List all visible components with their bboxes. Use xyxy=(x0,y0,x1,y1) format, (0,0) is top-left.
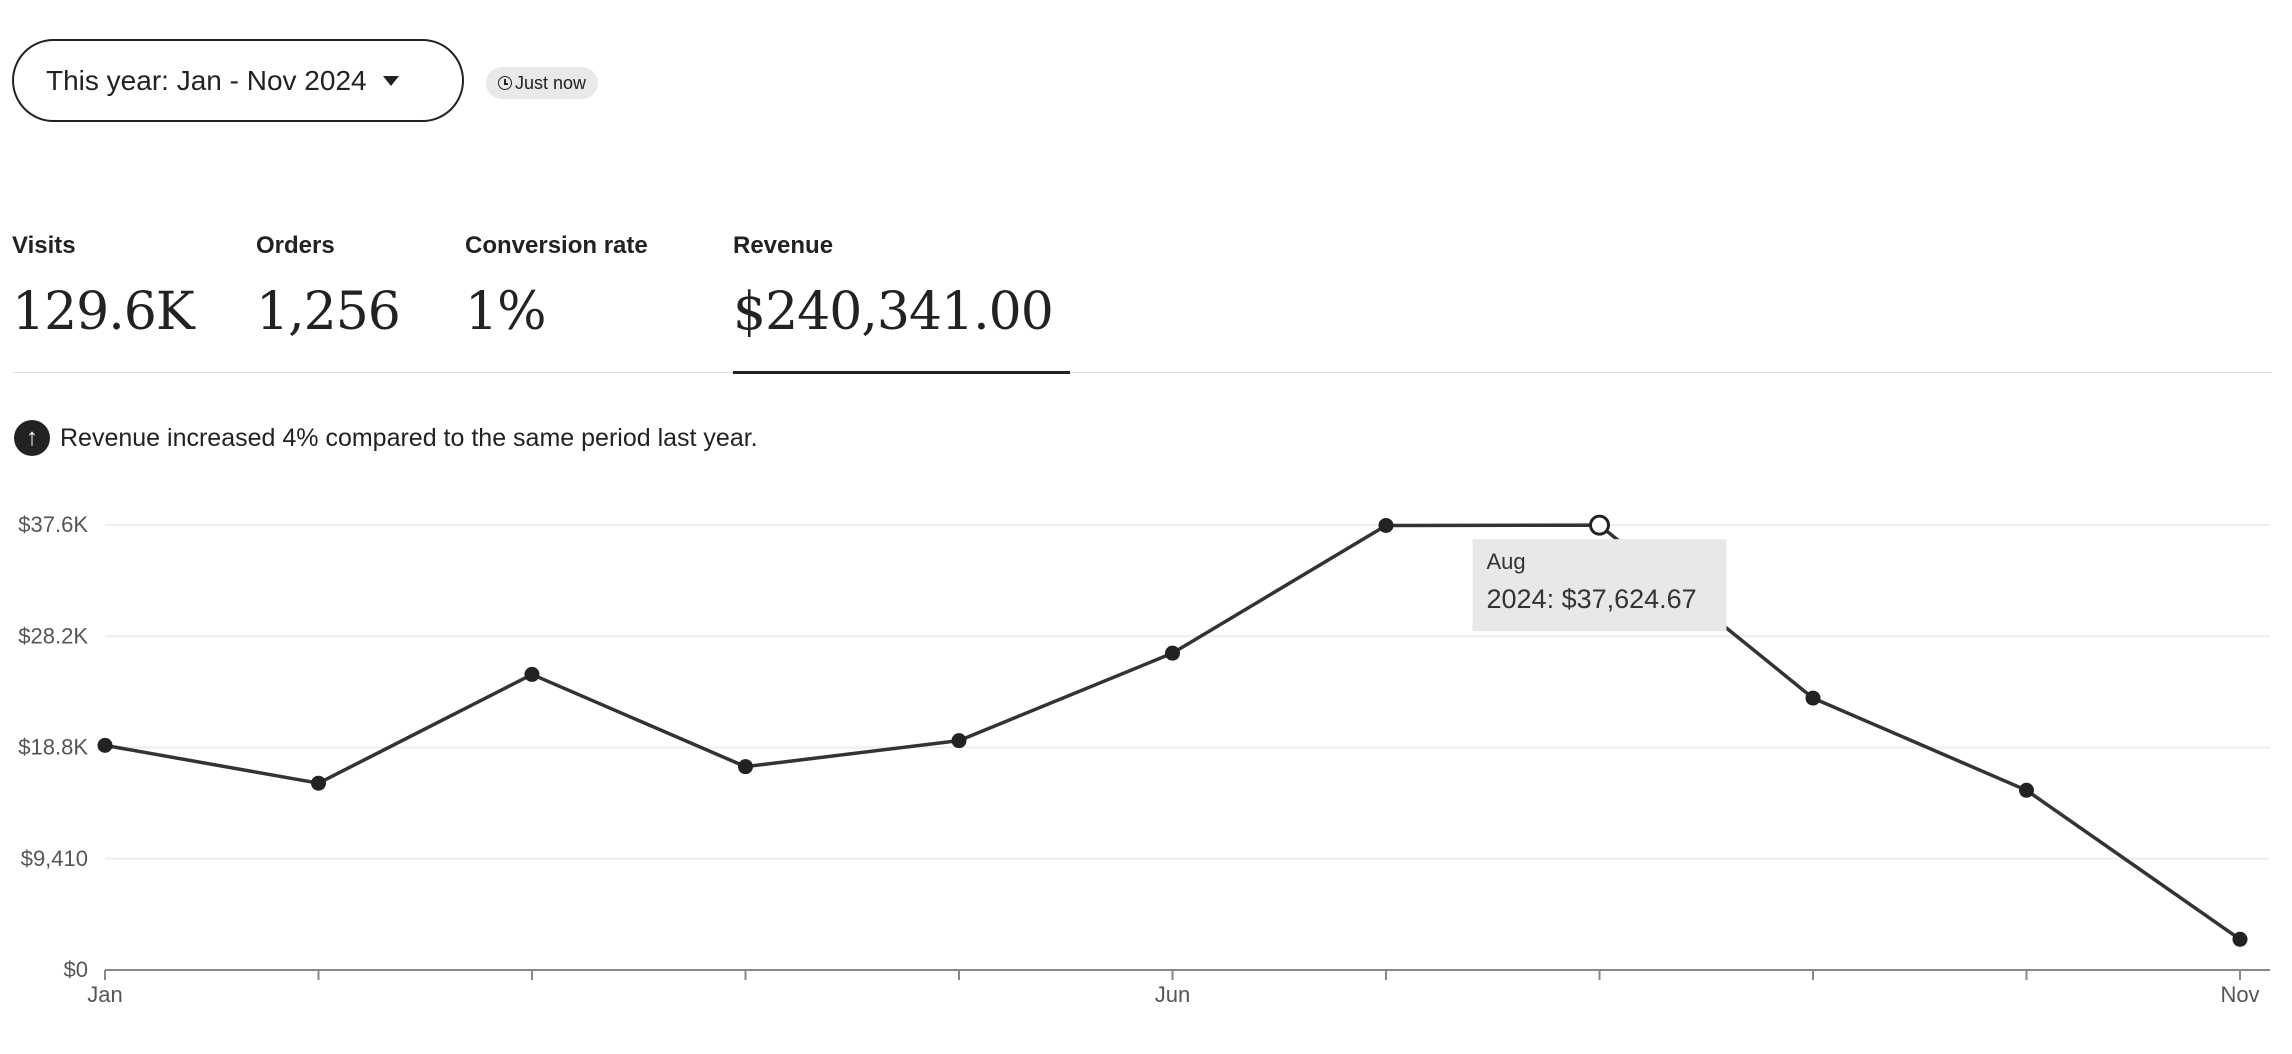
metric-value: 1,256 xyxy=(256,282,401,342)
date-range-label: This year: Jan - Nov 2024 xyxy=(46,64,367,96)
last-updated-label: Just now xyxy=(515,72,587,93)
data-point[interactable] xyxy=(1805,690,1821,706)
x-tick-label: Jun xyxy=(1155,982,1190,1007)
tooltip-title: Aug xyxy=(1487,549,1526,574)
metric-label: Revenue xyxy=(733,232,834,259)
data-point[interactable] xyxy=(2232,931,2248,947)
y-tick-label: $18.8K xyxy=(18,735,88,760)
metric-tab-visits[interactable]: Visits 129.6K xyxy=(12,232,195,342)
data-point[interactable] xyxy=(951,733,967,749)
last-updated-badge: Just now xyxy=(486,67,599,99)
tooltip-value: 2024: $37,624.67 xyxy=(1487,584,1697,614)
tooltip-box xyxy=(1472,539,1727,632)
metric-value: 129.6K xyxy=(12,282,195,342)
y-tick-label: $28.2K xyxy=(18,623,88,648)
data-point[interactable] xyxy=(1378,517,1394,533)
metric-tab-orders[interactable]: Orders 1,256 xyxy=(256,232,401,342)
metric-tab-conversion-rate[interactable]: Conversion rate 1% xyxy=(465,232,648,342)
selected-tab-indicator xyxy=(733,371,1070,374)
revenue-line-chart[interactable]: $0 $9,410 $18.8K $28.2K $37.6K Jan Jun Nov Aug 20… xyxy=(0,480,2292,1040)
x-tick-label: Nov xyxy=(2220,982,2259,1007)
metric-value: 1% xyxy=(465,282,546,342)
data-point[interactable] xyxy=(311,775,326,791)
metric-label: Orders xyxy=(256,232,335,259)
y-tick-label: $0 xyxy=(64,957,88,982)
metric-tabs-divider xyxy=(12,372,2272,373)
x-tick-label: Jan xyxy=(87,982,122,1007)
date-range-dropdown[interactable]: This year: Jan - Nov 2024 xyxy=(12,39,464,122)
data-point[interactable] xyxy=(97,737,113,753)
data-point[interactable] xyxy=(524,666,540,682)
metric-label: Visits xyxy=(12,232,76,259)
data-point[interactable] xyxy=(738,759,753,775)
series-line xyxy=(104,523,2242,941)
y-tick-label: $37.6K xyxy=(18,512,88,537)
revenue-insight: ↑ Revenue increased 4% compared to the s… xyxy=(14,420,758,456)
metric-tab-revenue[interactable]: Revenue $240,341.00 xyxy=(733,232,1054,342)
arrow-up-icon: ↑ xyxy=(14,420,50,456)
metric-label: Conversion rate xyxy=(465,232,648,259)
data-point-hovered[interactable] xyxy=(1589,514,1610,536)
data-point[interactable] xyxy=(1165,645,1180,661)
y-tick-label: $9,410 xyxy=(21,846,88,871)
insight-text: Revenue increased 4% compared to the sam… xyxy=(60,423,758,452)
metric-value: $240,341.00 xyxy=(733,282,1054,342)
caret-down-icon xyxy=(382,75,399,86)
clock-icon xyxy=(498,76,512,90)
data-point[interactable] xyxy=(2019,782,2034,798)
